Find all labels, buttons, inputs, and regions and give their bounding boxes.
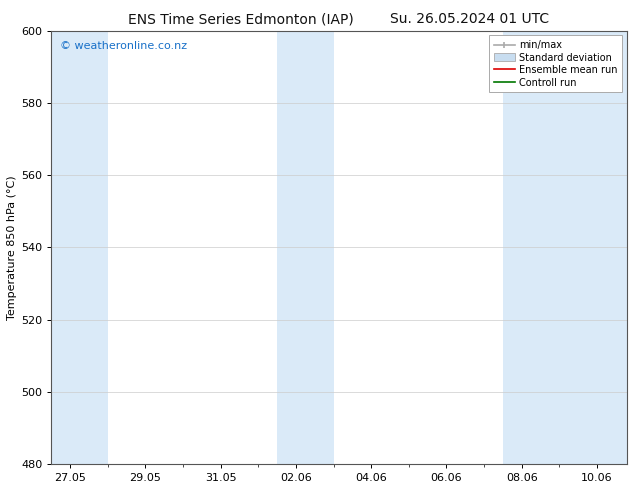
Bar bbox=[503, 30, 627, 464]
Y-axis label: Temperature 850 hPa (°C): Temperature 850 hPa (°C) bbox=[7, 175, 17, 319]
Text: Su. 26.05.2024 01 UTC: Su. 26.05.2024 01 UTC bbox=[390, 12, 548, 26]
Text: ENS Time Series Edmonton (IAP): ENS Time Series Edmonton (IAP) bbox=[128, 12, 354, 26]
Text: © weatheronline.co.nz: © weatheronline.co.nz bbox=[60, 41, 187, 51]
Bar bbox=[277, 30, 333, 464]
Legend: min/max, Standard deviation, Ensemble mean run, Controll run: min/max, Standard deviation, Ensemble me… bbox=[489, 35, 622, 93]
Bar bbox=[51, 30, 108, 464]
